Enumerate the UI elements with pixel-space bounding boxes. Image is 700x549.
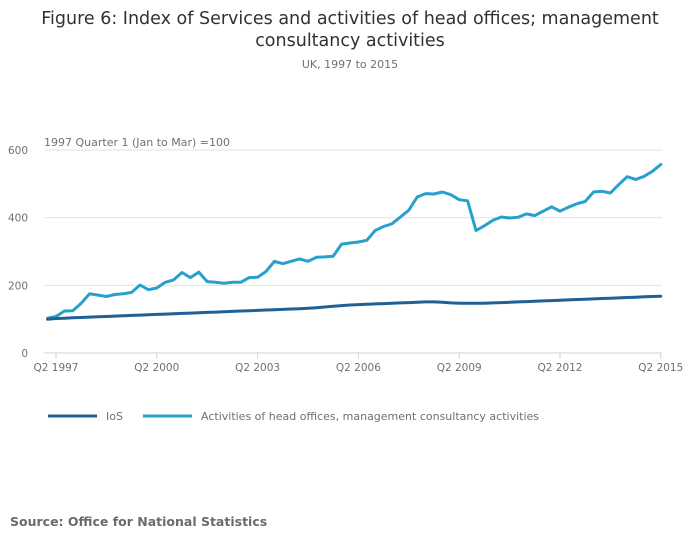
y-tick-label: 600 [8, 145, 28, 157]
x-tick-label: Q2 1997 [33, 362, 78, 374]
chart-subtitle: UK, 1997 to 2015 [301, 58, 399, 71]
x-tick-label: Q2 2003 [235, 362, 280, 374]
y-tick-label: 400 [8, 213, 28, 225]
series-line-head-offices [46, 163, 663, 320]
chart-title: Figure 6: Index of Services and activiti… [0, 8, 700, 52]
legend-label: Activities of head offices, management c… [201, 410, 539, 423]
x-axis: Q2 1997 Q2 2000 Q2 2003 Q2 2006 Q2 2009 Q2 20… [33, 352, 683, 374]
y-tick-label: 0 [21, 348, 28, 360]
x-tick-label: Q2 2015 [638, 362, 683, 374]
legend-item-head-offices[interactable]: Activities of head offices, management c… [143, 410, 539, 423]
series-line-ios [46, 294, 663, 321]
legend-label: IoS [106, 410, 123, 423]
chart-title-line1: Figure 6: Index of Services and activiti… [41, 9, 659, 29]
y-tick-label: 200 [8, 280, 28, 292]
grid-lines [44, 149, 662, 286]
series-group [46, 163, 663, 321]
legend-item-ios[interactable]: IoS [48, 410, 123, 423]
y-axis-label: 1997 Quarter 1 (Jan to Mar) =100 [44, 136, 230, 149]
x-tick-label: Q2 2006 [336, 362, 381, 374]
x-tick-label: Q2 2012 [537, 362, 582, 374]
source-note: Source: Office for National Statistics [10, 514, 268, 529]
x-tick-label: Q2 2009 [437, 362, 482, 374]
legend: IoS Activities of head offices, managemen… [48, 410, 539, 423]
y-axis: 0 200 400 600 [8, 145, 28, 360]
x-tick-label: Q2 2000 [134, 362, 179, 374]
chart-title-line2: consultancy activities [255, 31, 445, 51]
